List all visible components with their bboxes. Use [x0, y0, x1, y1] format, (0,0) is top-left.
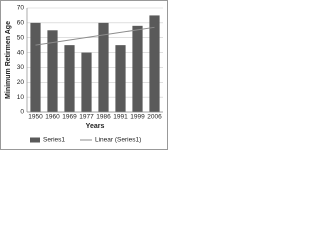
bar	[132, 25, 143, 113]
x-axis-title: Years	[86, 123, 105, 130]
legend-label: Series1	[43, 137, 65, 144]
y-tick-label: 50	[17, 34, 25, 41]
x-tick-label: 1986	[96, 114, 111, 121]
trendline	[35, 26, 155, 46]
bar	[149, 15, 160, 112]
x-tick-label: 1999	[130, 114, 145, 121]
bar	[64, 45, 75, 113]
y-tick-label: 40	[17, 49, 25, 56]
x-tick-label: 1991	[113, 114, 128, 121]
bar	[98, 22, 109, 112]
x-tick-label: 2006	[147, 114, 162, 121]
legend-swatch	[30, 137, 40, 143]
x-tick-label: 1960	[45, 114, 60, 121]
y-tick-label: 60	[17, 20, 25, 27]
chart: Minimum Retirmen Age Years 0 10 20 30 40 50 60…	[0, 0, 168, 150]
y-tick-label: 20	[17, 79, 25, 86]
y-tick-label: 70	[17, 5, 25, 12]
x-tick-label: 1950	[28, 114, 43, 121]
bar	[81, 52, 92, 112]
y-axis-title: Minimum Retirmen Age	[5, 21, 12, 99]
x-tick-label: 1977	[79, 114, 94, 121]
bar	[115, 45, 126, 113]
y-tick-label: 30	[17, 64, 25, 71]
bar	[30, 22, 41, 112]
legend-label: Linear (Series1)	[95, 137, 141, 144]
y-tick-label: 0	[20, 109, 24, 116]
y-tick-label: 10	[17, 94, 25, 101]
x-tick-label: 1969	[62, 114, 77, 121]
bar	[47, 30, 58, 113]
